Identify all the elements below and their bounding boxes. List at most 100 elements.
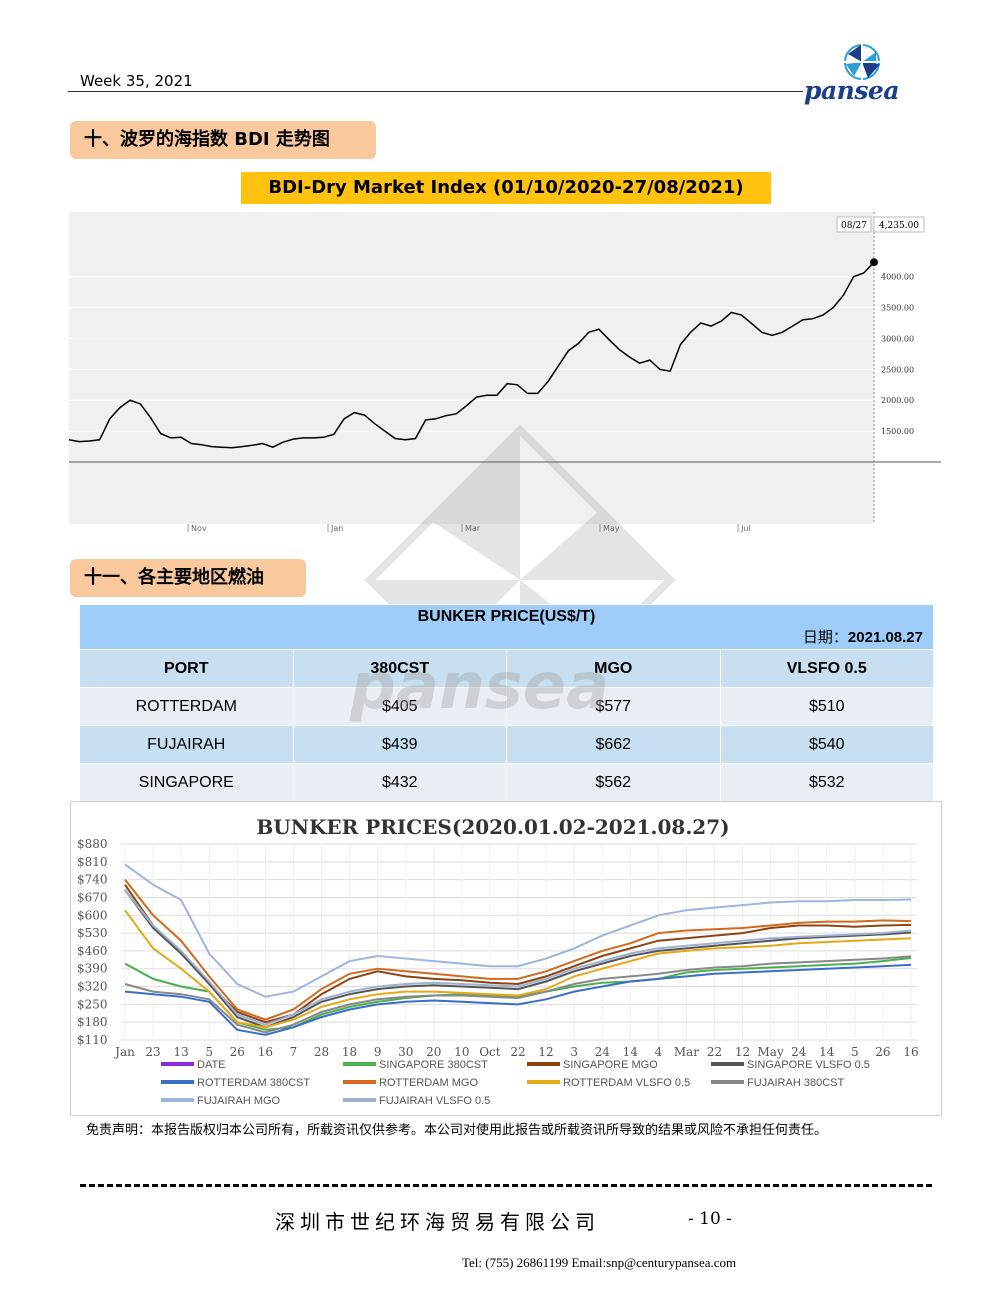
price-cell: $405 (292, 687, 507, 726)
table-title-row: BUNKER PRICE(US$/T) 日期：2021.08.27 (79, 604, 934, 650)
column-header-mgo: MGO (506, 649, 721, 688)
price-y-tick-label: $600 (77, 908, 108, 922)
price-x-tick-label: 10 (454, 1045, 469, 1059)
legend-entry: ROTTERDAM MGO (379, 1077, 478, 1089)
price-x-tick-label: 26 (230, 1045, 245, 1059)
price-x-tick-label: 18 (342, 1045, 357, 1059)
price-series-line (124, 957, 912, 1031)
bdi-chart: 08/27 4,235.00 4000.00 3500.00 3000.00 2500… (69, 212, 944, 537)
price-y-tick-label: $110 (77, 1033, 108, 1047)
price-x-tick-label: 24 (791, 1045, 807, 1059)
price-x-tick-label: 3 (570, 1045, 578, 1059)
price-y-tick-label: $250 (77, 997, 108, 1011)
bdi-axis-area (874, 212, 944, 524)
column-header-vlsfo: VLSFO 0.5 (719, 649, 934, 688)
bdi-y-tick-label: 2000.00 (881, 396, 914, 405)
price-y-tick-label: $740 (77, 873, 108, 887)
bdi-y-tick-label: 4000.00 (881, 273, 914, 282)
price-x-tick-label: 16 (903, 1045, 918, 1059)
column-header-380cst: 380CST (292, 649, 507, 688)
price-x-tick-label: Jan (113, 1045, 135, 1059)
price-series-line (124, 909, 912, 1029)
bdi-plot-area (69, 212, 874, 524)
price-cell: $432 (292, 763, 507, 802)
price-x-tick-label: 9 (374, 1045, 382, 1059)
column-header-port: PORT (79, 649, 294, 688)
bdi-x-tick-label: May (603, 524, 620, 533)
logo-globe-icon (844, 44, 882, 80)
bdi-tooltip-value: 4,235.00 (879, 221, 919, 231)
price-x-tick-label: 28 (314, 1045, 329, 1059)
price-x-tick-label: 5 (851, 1045, 859, 1059)
price-x-tick-label: 14 (819, 1045, 835, 1059)
legend-entry: FUJAIRAH MGO (197, 1095, 281, 1107)
price-series-line (124, 863, 912, 998)
price-x-tick-label: 13 (174, 1045, 189, 1059)
price-y-tick-label: $880 (77, 837, 108, 851)
price-x-tick-label: 16 (258, 1045, 273, 1059)
price-y-tick-label: $530 (77, 926, 108, 940)
legend-entry: SINGAPORE 380CST (379, 1059, 488, 1071)
price-y-tick-label: $810 (77, 855, 108, 869)
price-cell: $562 (506, 763, 721, 802)
port-cell: ROTTERDAM (79, 687, 294, 726)
price-series-line (124, 884, 912, 1024)
price-x-tick-label: 12 (538, 1045, 553, 1059)
bdi-y-tick-label: 3500.00 (881, 304, 914, 313)
table-date: 日期：2021.08.27 (803, 626, 923, 647)
bdi-chart-title: BDI-Dry Market Index (01/10/2020-27/08/2… (241, 172, 771, 204)
bunker-prices-chart: BUNKER PRICES(2020.01.02-2021.08.27) $88… (70, 801, 942, 1116)
bdi-tooltip-value-box (873, 216, 925, 233)
bdi-y-tick-label: 3000.00 (881, 334, 914, 343)
price-series-line (124, 889, 912, 1026)
table-row: FUJAIRAH $439 $662 $540 (79, 725, 934, 764)
table-date-label: 日期： (802, 629, 848, 646)
contact-info: Tel: (755) 26861199 Email:snp@centurypan… (462, 1255, 737, 1270)
logo-wordmark: pansea (804, 76, 900, 105)
footer-divider (80, 1184, 932, 1187)
price-cell: $540 (719, 725, 934, 764)
price-cell: $510 (719, 687, 934, 726)
bdi-y-tick-label: 2500.00 (881, 365, 914, 374)
price-x-tick-label: Mar (674, 1045, 699, 1059)
price-cell: $532 (719, 763, 934, 802)
price-cell: $662 (506, 725, 721, 764)
price-series-line (124, 955, 912, 1034)
disclaimer: 免责声明：本报告版权归本公司所有，所载资讯仅供参考。本公司对使用此报告或所载资讯… (86, 1123, 828, 1138)
bdi-x-tick-label: Nov (191, 524, 207, 533)
price-x-tick-label: 22 (707, 1045, 722, 1059)
pansea-logo: pansea (800, 40, 930, 106)
bdi-tooltip-date: 08/27 (841, 221, 867, 231)
price-x-tick-label: Oct (479, 1045, 501, 1059)
price-x-tick-label: 4 (655, 1045, 663, 1059)
table-row: SINGAPORE $432 $562 $532 (79, 763, 934, 802)
price-y-tick-label: $390 (77, 962, 108, 976)
bdi-chart-svg: 08/27 4,235.00 4000.00 3500.00 3000.00 2500… (69, 212, 944, 533)
price-y-tick-label: $670 (77, 890, 108, 904)
legend-entry: DATE (197, 1059, 226, 1071)
table-row: ROTTERDAM $405 $577 $510 (79, 687, 934, 726)
port-cell: FUJAIRAH (79, 725, 294, 764)
bdi-series-line (69, 261, 875, 449)
price-cell: $577 (506, 687, 721, 726)
price-x-tick-label: 7 (290, 1045, 298, 1059)
price-y-tick-label: $180 (77, 1015, 108, 1029)
legend-entry: FUJAIRAH 380CST (747, 1077, 844, 1089)
table-title: BUNKER PRICE(US$/T) (417, 608, 596, 625)
price-y-tick-label: $320 (77, 980, 108, 994)
bdi-y-tick-label: 1500.00 (881, 427, 914, 436)
table-date-value: 2021.08.27 (847, 629, 923, 646)
legend-entry: SINGAPORE MGO (563, 1059, 658, 1071)
bdi-x-tick-label: Jul (740, 524, 751, 533)
port-cell: SINGAPORE (79, 763, 294, 802)
bdi-last-point (870, 258, 878, 267)
price-cell: $439 (292, 725, 507, 764)
price-x-tick-label: 30 (398, 1045, 413, 1059)
bunker-prices-svg: BUNKER PRICES(2020.01.02-2021.08.27) $88… (77, 815, 919, 1107)
price-x-tick-label: 23 (145, 1045, 160, 1059)
section-title-bunker: 十一、各主要地区燃油 (70, 559, 306, 597)
header-divider (68, 91, 803, 92)
legend-entry: ROTTERDAM VLSFO 0.5 (563, 1077, 690, 1089)
table-title-cell: BUNKER PRICE(US$/T) 日期：2021.08.27 (79, 604, 934, 650)
week-label: Week 35, 2021 (80, 72, 193, 90)
